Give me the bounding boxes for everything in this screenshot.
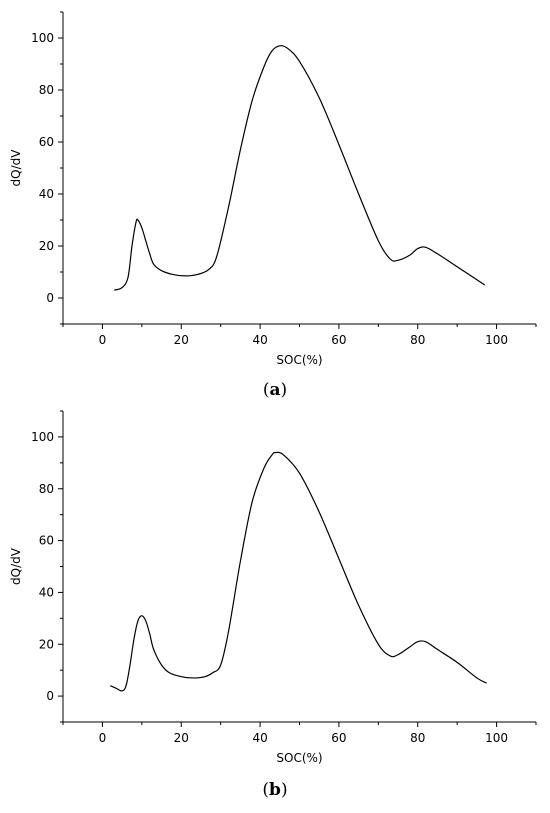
- caption-b: (b): [262, 780, 288, 800]
- chart-b-y-tick-label: 100: [31, 430, 54, 444]
- chart-b-x-tick-label: 100: [485, 731, 508, 745]
- chart-a-y-tick-label: 60: [39, 135, 54, 149]
- chart-a-y-tick-label: 20: [39, 239, 54, 253]
- chart-a-y-tick-label: 0: [46, 291, 54, 305]
- chart-b-x-tick-label: 60: [331, 731, 346, 745]
- caption-b-letter: b: [269, 780, 281, 800]
- chart-a-y-axis-title: dQ/dV: [9, 149, 23, 187]
- chart-a-x-tick-label: 100: [485, 333, 508, 347]
- caption-a-letter: a: [269, 380, 281, 400]
- chart-a-x-tick-label: 40: [252, 333, 267, 347]
- chart-a-x-tick-label: 20: [174, 333, 189, 347]
- chart-b-y-tick-label: 0: [46, 689, 54, 703]
- chart-b-series-line-0: [110, 451, 488, 692]
- chart-b-x-tick-label: 80: [410, 731, 425, 745]
- chart-panel-a: 0 20 40 60 80 100 0 20 40 60 80 100 SOC(%) dQ/dV (a): [9, 11, 537, 400]
- chart-a-series-line-0: [114, 45, 486, 291]
- chart-b-x-tick-label: 20: [174, 731, 189, 745]
- chart-b-y-tick-label: 80: [39, 482, 54, 496]
- chart-a-y-tick-label: 40: [39, 187, 54, 201]
- chart-a-svg: 0 20 40 60 80 100 0 20 40 60 80 100 SOC(%) dQ/dV: [9, 11, 537, 367]
- chart-b-x-tick-label: 0: [99, 731, 107, 745]
- chart-a-x-tick-label: 80: [410, 333, 425, 347]
- chart-b-y-tick-label: 60: [39, 534, 54, 548]
- chart-a-x-axis-title: SOC(%): [276, 353, 322, 367]
- chart-b-y-axis-title: dQ/dV: [9, 547, 23, 585]
- chart-panel-b: 0 20 40 60 80 100 0 20 40 60 80 100 SOC(%) dQ/dV (b): [0, 405, 550, 813]
- chart-b-svg: 0 20 40 60 80 100 0 20 40 60 80 100 SOC(%) dQ/dV: [9, 410, 537, 765]
- caption-a: (a): [262, 380, 288, 400]
- chart-a-x-tick-label: 60: [331, 333, 346, 347]
- chart-b-x-tick-label: 40: [252, 731, 267, 745]
- chart-a-y-tick-label: 80: [39, 83, 54, 97]
- chart-a-x-tick-label: 0: [99, 333, 107, 347]
- chart-b-y-tick-label: 40: [39, 585, 54, 599]
- chart-a-y-tick-label: 100: [31, 31, 54, 45]
- chart-b-x-axis-title: SOC(%): [276, 751, 322, 765]
- chart-b-y-tick-label: 20: [39, 637, 54, 651]
